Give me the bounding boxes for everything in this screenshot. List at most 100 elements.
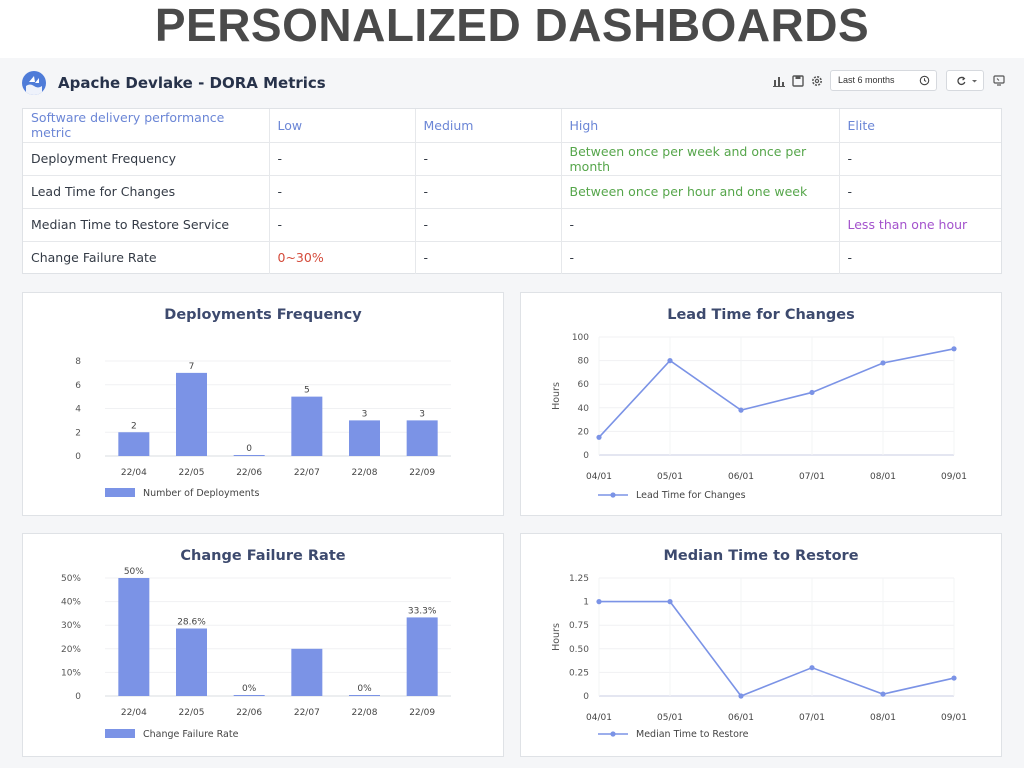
- dashboard-title[interactable]: Apache Devlake - DORA Metrics: [58, 74, 326, 92]
- y-tick-label: 10%: [61, 668, 81, 678]
- table-cell: Change Failure Rate: [23, 241, 270, 274]
- x-tick-label: 05/01: [657, 713, 683, 723]
- data-label: 0%: [242, 684, 257, 694]
- bar: [176, 372, 207, 456]
- bar: [118, 432, 150, 456]
- y-tick-label: 8: [75, 357, 81, 367]
- chart-plot-area: 0 0.25 0.50 0.75 1 1.25 04/01 05/01 06/01 07/01 08…: [551, 574, 967, 740]
- column-header-low[interactable]: Low: [269, 109, 416, 143]
- change-failure-rate-panel[interactable]: Change Failure Rate 0 10% 20% 30% 40% 50% 50% 2…: [22, 533, 504, 757]
- data-label: 50%: [124, 567, 144, 577]
- median-time-restore-chart: 0 0.25 0.50 0.75 1 1.25 04/01 05/01 06/01 07/01 08…: [551, 574, 967, 740]
- refresh-button[interactable]: [946, 70, 984, 91]
- data-point: [667, 358, 673, 364]
- data-point: [809, 389, 815, 396]
- bar: [406, 617, 438, 696]
- dora-metrics-table: Software delivery performance metric Low…: [23, 109, 1001, 274]
- data-point: [596, 434, 602, 440]
- x-tick-label: 05/01: [657, 472, 683, 482]
- table-cell: -: [415, 241, 562, 274]
- x-tick-label: 22/06: [236, 708, 262, 718]
- add-panel-icon[interactable]: [772, 74, 786, 88]
- table-cell: 0~30%: [269, 241, 416, 274]
- column-header-high[interactable]: High: [561, 109, 840, 143]
- y-tick-label: 80: [578, 357, 590, 367]
- bar: [233, 455, 265, 456]
- time-range-label: Last 6 months: [838, 75, 895, 85]
- median-time-restore-panel[interactable]: Median Time to Restore 0 0.25 0.50 0.75 1 1.2…: [520, 533, 1002, 757]
- x-tick-label: 08/01: [870, 472, 896, 482]
- table-cell: Median Time to Restore Service: [23, 208, 270, 242]
- save-icon[interactable]: [791, 74, 805, 88]
- lead-time-panel[interactable]: Lead Time for Changes 0 20 40 60 80 100 04/01 0…: [520, 292, 1002, 516]
- x-tick-label: 22/04: [121, 468, 147, 478]
- x-tick-label: 07/01: [799, 472, 825, 482]
- bar: [406, 420, 438, 456]
- table-cell: -: [847, 250, 853, 266]
- legend-marker: [610, 731, 616, 737]
- panel-title[interactable]: Lead Time for Changes: [667, 307, 855, 323]
- dora-metrics-table-panel: Software delivery performance metric Low…: [22, 108, 1002, 274]
- table-cell: Between once per hour and one week: [561, 175, 840, 209]
- y-tick-label: 0: [583, 451, 589, 461]
- devlake-logo-icon[interactable]: [22, 71, 46, 95]
- banner-title: PERSONALIZED DASHBOARDS: [154, 0, 870, 51]
- banner: PERSONALIZED DASHBOARDS: [0, 0, 1024, 58]
- y-tick-label: 20: [578, 427, 590, 437]
- y-tick-label: 50%: [61, 574, 81, 584]
- y-tick-label: 2: [75, 428, 81, 438]
- panel-title[interactable]: Median Time to Restore: [663, 548, 859, 564]
- column-header-medium[interactable]: Medium: [415, 109, 562, 143]
- legend-label: Change Failure Rate: [143, 729, 239, 740]
- legend-swatch: [105, 729, 135, 738]
- table-cell: -: [415, 208, 562, 242]
- clock-icon: [919, 75, 930, 86]
- data-label: 3: [419, 409, 425, 419]
- table-cell: -: [839, 175, 1001, 209]
- x-tick-label: 22/09: [409, 468, 435, 478]
- bar: [118, 578, 150, 696]
- column-header-elite[interactable]: Elite: [839, 109, 1001, 143]
- x-tick-label: 22/07: [294, 708, 320, 718]
- bar: [291, 396, 323, 456]
- tv-mode-icon[interactable]: [993, 74, 1005, 86]
- deployments-frequency-chart: 0 2 4 6 8 2 22/04 7 22/05 0 22/06 5 22/07 3 22/08 3 22/0…: [75, 357, 451, 499]
- settings-gear-icon[interactable]: [810, 74, 824, 88]
- y-tick-label: 6: [75, 381, 81, 391]
- x-tick-label: 04/01: [586, 713, 612, 723]
- y-axis-label: Hours: [551, 382, 562, 410]
- data-point: [809, 665, 815, 671]
- panel-title[interactable]: Change Failure Rate: [180, 548, 346, 564]
- y-tick-label: 0: [75, 452, 81, 462]
- data-point: [951, 675, 957, 681]
- table-cell: -: [269, 175, 416, 209]
- y-tick-label: 100: [572, 333, 589, 343]
- bar: [291, 648, 323, 696]
- y-tick-label: 40: [578, 404, 590, 414]
- data-point: [880, 360, 886, 366]
- table-cell: Between once per week and once per month: [561, 142, 840, 176]
- x-tick-label: 22/05: [179, 708, 205, 718]
- bar: [233, 695, 265, 696]
- x-tick-label: 06/01: [728, 713, 754, 723]
- x-tick-label: 07/01: [799, 713, 825, 723]
- y-tick-label: 20%: [61, 645, 81, 655]
- legend-swatch: [105, 488, 135, 497]
- table-cell: Lead Time for Changes: [23, 175, 270, 209]
- table-header-row: Software delivery performance metric Low…: [23, 109, 1001, 143]
- time-range-picker[interactable]: Last 6 months: [830, 70, 937, 91]
- data-label: 7: [189, 362, 195, 372]
- y-tick-label: 1: [583, 598, 589, 608]
- x-tick-label: 22/07: [294, 468, 320, 478]
- legend-label: Lead Time for Changes: [636, 490, 746, 501]
- panel-title[interactable]: Deployments Frequency: [164, 307, 362, 323]
- column-header-metric[interactable]: Software delivery performance metric: [23, 109, 270, 143]
- data-point: [738, 693, 744, 699]
- y-tick-label: 0.25: [569, 668, 589, 678]
- x-tick-label: 22/08: [352, 468, 378, 478]
- table-row: Lead Time for Changes - - Between once p…: [23, 175, 1001, 209]
- table-cell: -: [561, 241, 840, 274]
- deployments-frequency-panel[interactable]: Deployments Frequency 0 2 4 6 8 2 22/04 7 22/05 0…: [22, 292, 504, 516]
- change-failure-rate-chart: 0 10% 20% 30% 40% 50% 50% 22/04 28.6% 22/05 0% 22/0…: [61, 567, 451, 740]
- x-tick-label: 06/01: [728, 472, 754, 482]
